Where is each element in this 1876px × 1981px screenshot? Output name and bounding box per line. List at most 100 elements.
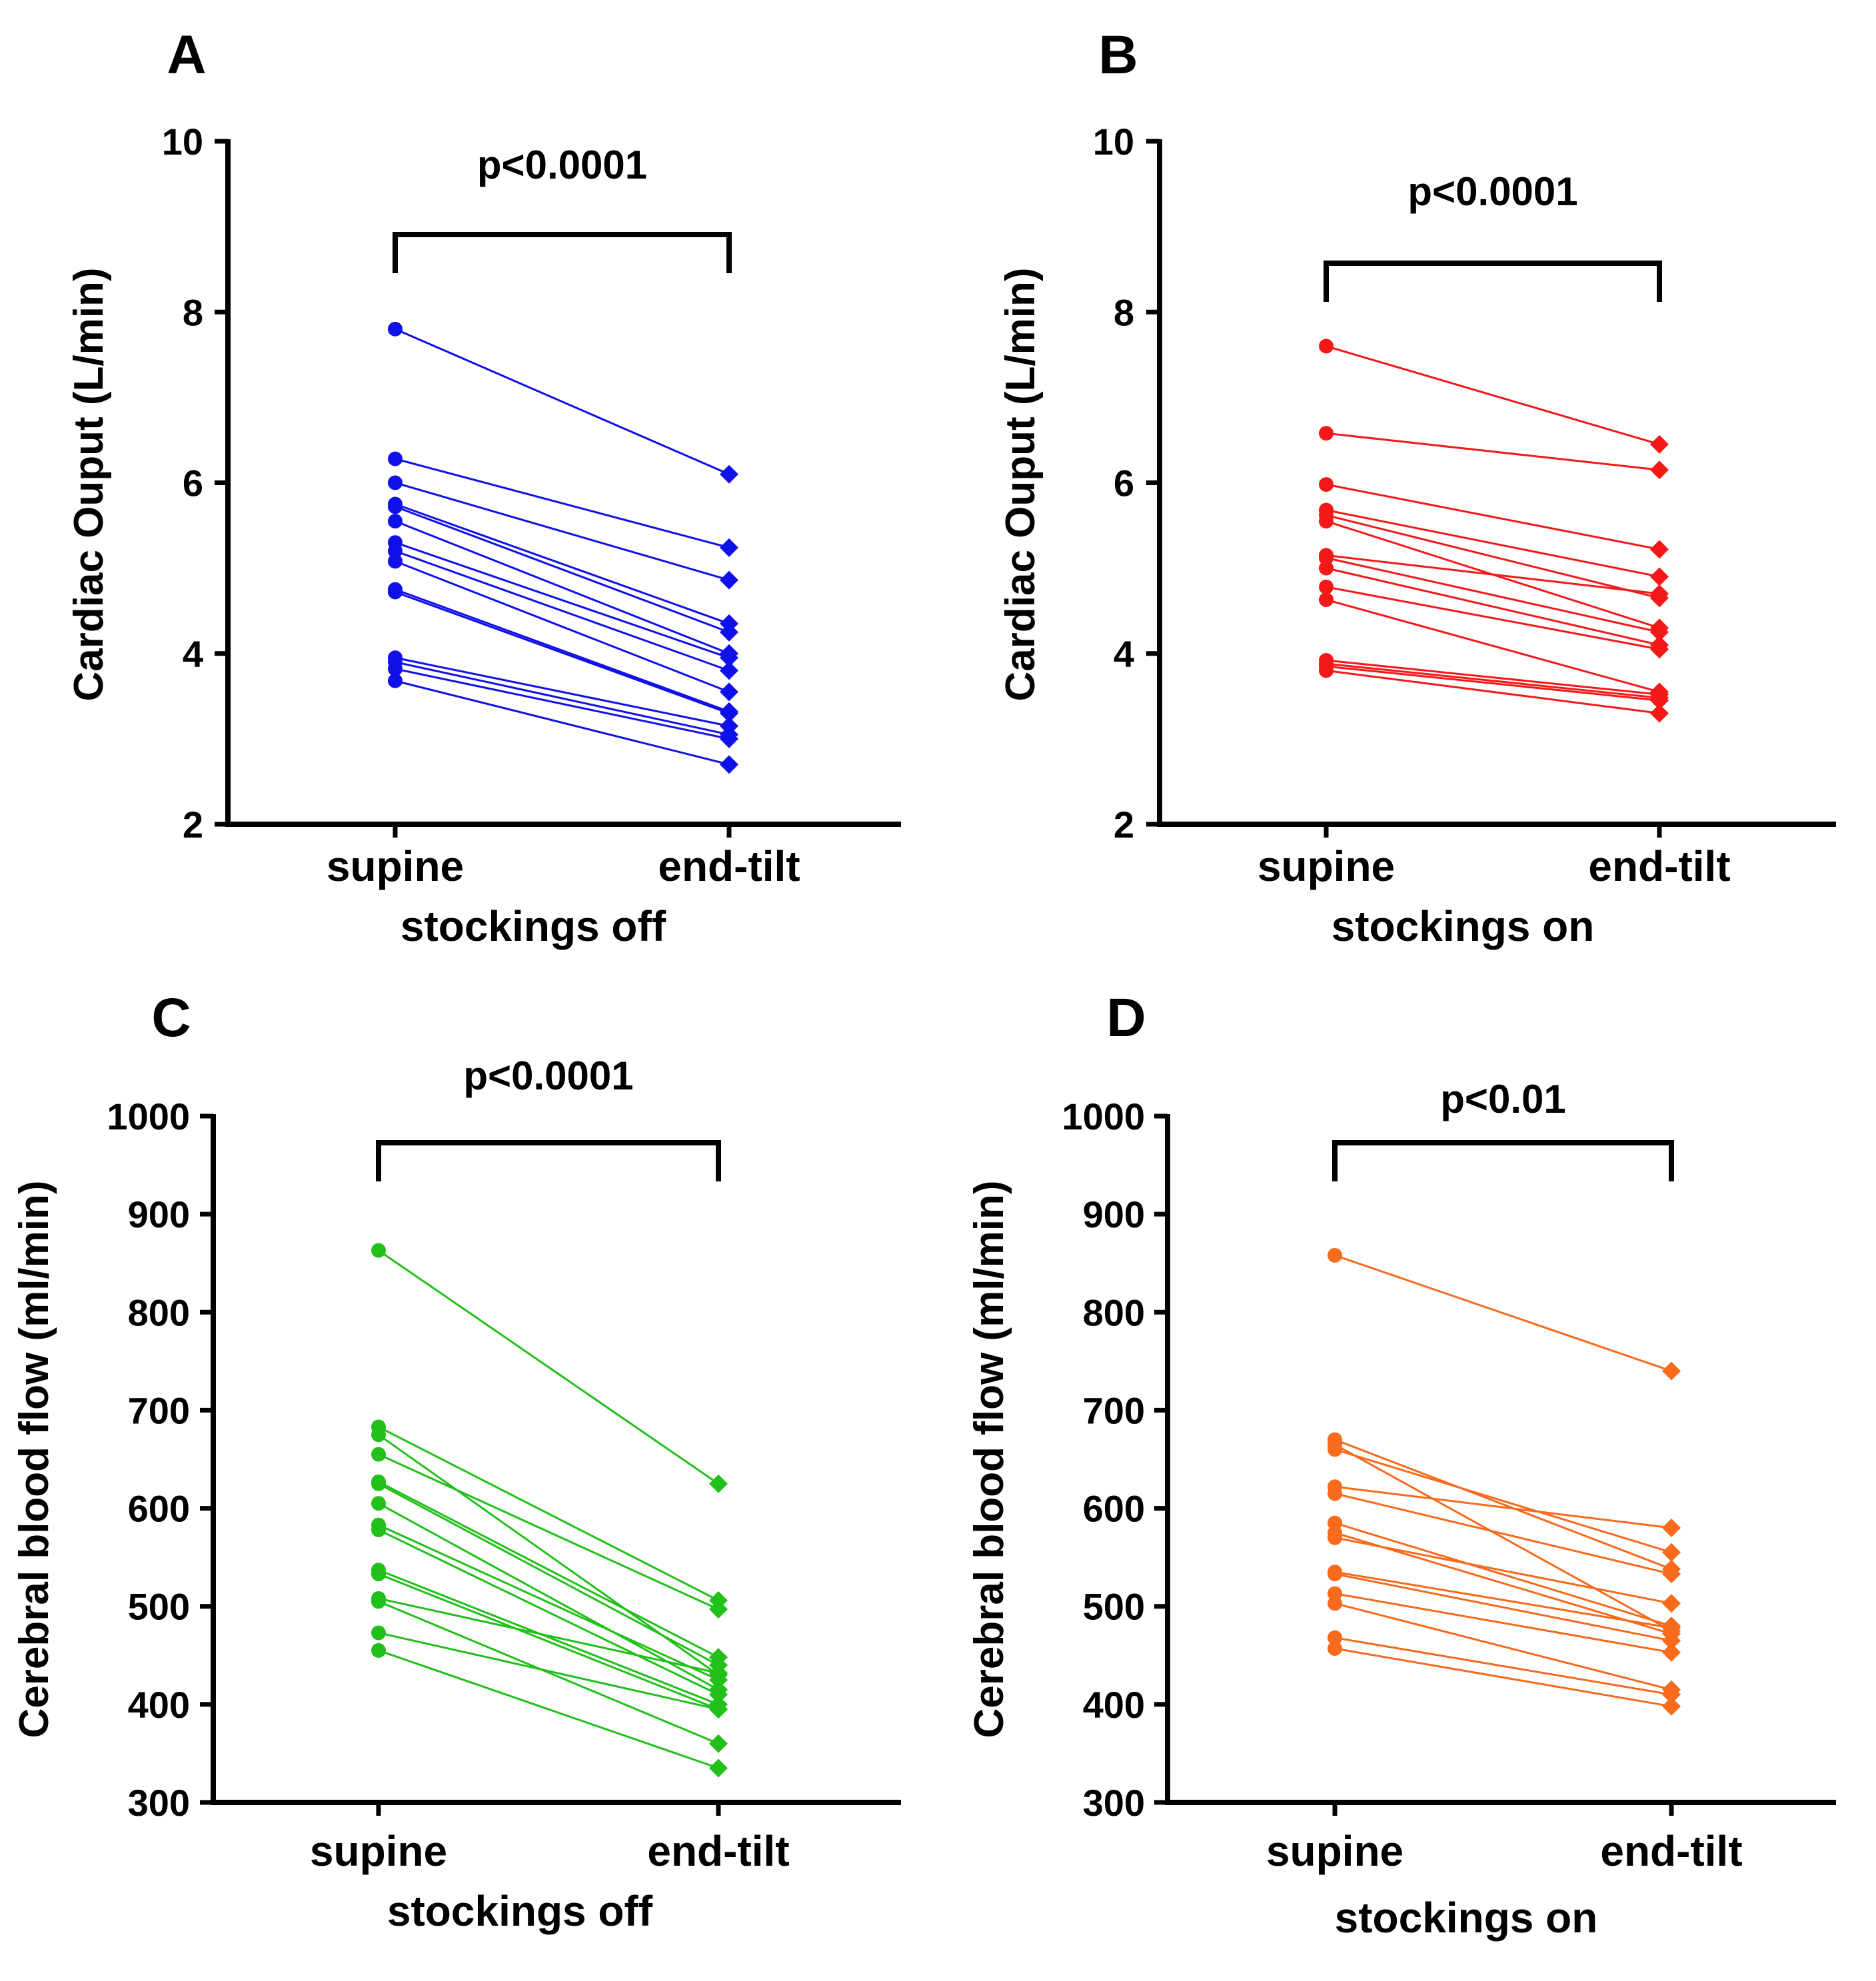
- end-tilt-point: [1650, 704, 1669, 723]
- subject-line: [378, 1529, 719, 1696]
- panel-c: C 300 400 500 600 700 800 900 1000 supine end-tilt…: [11, 988, 901, 1935]
- significance-bracket: [1332, 1140, 1674, 1181]
- end-tilt-point: [1662, 1519, 1681, 1537]
- subject-line: [378, 1426, 719, 1602]
- x-category-label: end-tilt: [647, 1827, 789, 1875]
- y-tick-label: 6: [1114, 462, 1134, 504]
- end-tilt-point: [709, 1474, 728, 1493]
- end-tilt-point: [720, 570, 738, 590]
- subject-line: [1334, 1443, 1672, 1632]
- end-tilt-point: [1662, 1543, 1681, 1562]
- subject-line: [378, 1249, 719, 1485]
- subject-line: [1334, 1522, 1672, 1627]
- supine-point: [388, 451, 403, 466]
- x-category-label: end-tilt: [658, 842, 800, 890]
- x-axis-title: stockings off: [387, 1887, 653, 1935]
- x-axis-title: stockings on: [1332, 902, 1595, 950]
- supine-point: [1319, 514, 1334, 529]
- end-tilt-point: [709, 1685, 728, 1704]
- y-tick-label: 600: [1083, 1488, 1145, 1530]
- subject-line: [378, 1453, 719, 1611]
- subject-line: [1334, 1537, 1672, 1605]
- significance-bracket: [1324, 261, 1662, 302]
- end-tilt-point: [720, 682, 738, 702]
- end-tilt-point: [1662, 1631, 1681, 1651]
- end-tilt-point: [709, 1758, 728, 1778]
- y-tick-label: 1000: [1062, 1095, 1145, 1137]
- significance-bracket: [376, 1140, 721, 1181]
- y-tick-label: 300: [1083, 1782, 1145, 1824]
- subject-line: [395, 328, 730, 476]
- supine-point: [1328, 1567, 1342, 1582]
- y-tick-label: 10: [162, 121, 203, 163]
- end-tilt-point: [1662, 1565, 1681, 1584]
- subject-line: [395, 503, 730, 625]
- subject-line: [1326, 432, 1660, 471]
- end-tilt-point: [1662, 1696, 1681, 1716]
- end-tilt-point: [1650, 691, 1669, 710]
- subject-line: [1326, 659, 1660, 696]
- y-tick-label: 300: [128, 1782, 190, 1824]
- supine-point: [371, 1625, 386, 1641]
- supine-point: [388, 661, 403, 676]
- subject-line: [1334, 1485, 1672, 1529]
- y-tick-label: 1000: [107, 1095, 190, 1137]
- subject-line: [1326, 345, 1660, 446]
- end-tilt-point: [709, 1663, 728, 1682]
- y-axis-title: Cerebral blood flow (ml/min): [11, 1180, 57, 1738]
- subject-line: [395, 541, 730, 659]
- end-tilt-point: [1650, 567, 1669, 586]
- supine-point: [388, 499, 403, 514]
- subject-line: [395, 458, 730, 549]
- end-tilt-point: [709, 1700, 728, 1719]
- subject-line: [395, 668, 730, 740]
- end-tilt-point: [720, 538, 738, 557]
- supine-point: [371, 1594, 386, 1609]
- supine-point: [371, 1447, 386, 1462]
- end-tilt-point: [720, 704, 738, 723]
- subject-line: [1334, 1602, 1672, 1691]
- supine-point: [371, 1476, 386, 1491]
- end-tilt-point: [720, 729, 738, 748]
- supine-point: [1328, 1641, 1342, 1656]
- subject-line: [1326, 556, 1660, 634]
- p-value-label: p<0.0001: [463, 1053, 633, 1098]
- supine-point: [388, 673, 403, 688]
- y-tick-label: 800: [1083, 1291, 1145, 1333]
- supine-point: [1319, 426, 1334, 441]
- panel-letter: C: [151, 988, 191, 1048]
- supine-point: [1319, 550, 1334, 566]
- y-tick-label: 800: [128, 1291, 190, 1333]
- y-tick-label: 4: [183, 633, 203, 675]
- supine-point: [388, 514, 403, 529]
- supine-point: [371, 1643, 386, 1658]
- x-category-label: supine: [1258, 842, 1395, 890]
- end-tilt-point: [1650, 460, 1669, 480]
- subject-line: [1334, 1448, 1672, 1554]
- significance-bracket: [393, 232, 732, 273]
- panel-letter: D: [1106, 988, 1146, 1048]
- end-tilt-point: [1662, 1361, 1681, 1381]
- subject-line: [1326, 554, 1660, 595]
- x-category-label: end-tilt: [1600, 1827, 1742, 1875]
- x-category-label: supine: [327, 842, 464, 890]
- subject-line: [1326, 665, 1660, 702]
- subject-line: [1334, 1439, 1672, 1571]
- subject-line: [395, 656, 730, 728]
- y-tick-label: 6: [183, 462, 203, 504]
- subject-line: [395, 661, 730, 736]
- y-axis-title: Cardiac Ouput (L/min): [998, 268, 1044, 702]
- p-value-label: p<0.0001: [477, 143, 647, 187]
- subject-line: [395, 588, 730, 713]
- end-tilt-point: [1662, 1619, 1681, 1638]
- subject-line: [1326, 669, 1660, 714]
- x-category-label: end-tilt: [1588, 842, 1730, 890]
- supine-point: [388, 544, 403, 558]
- supine-point: [1319, 579, 1334, 594]
- supine-point: [371, 1496, 386, 1511]
- x-category-label: supine: [1266, 1827, 1404, 1875]
- subject-line: [395, 550, 730, 672]
- end-tilt-point: [720, 648, 738, 668]
- subject-line: [395, 591, 730, 714]
